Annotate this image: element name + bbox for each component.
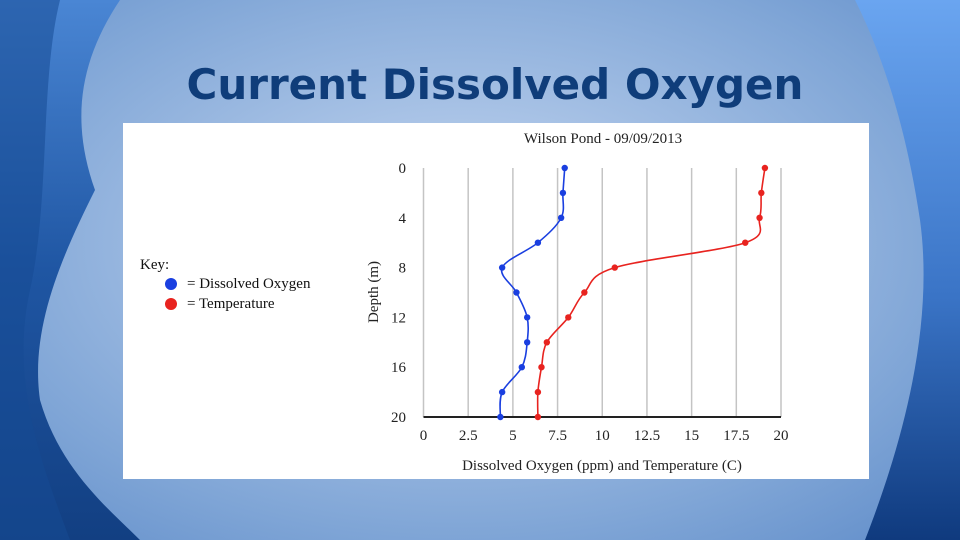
series-line <box>536 167 766 418</box>
key-label: = Dissolved Oxygen <box>187 275 311 292</box>
data-point <box>565 314 572 321</box>
slide-title: Current Dissolved Oxygen <box>186 60 804 109</box>
blue-dot-icon <box>165 278 177 290</box>
x-tick-label: 15 <box>684 428 699 444</box>
key-label: = Temperature <box>187 295 275 312</box>
data-point <box>513 289 520 296</box>
data-point <box>534 413 542 421</box>
data-point <box>756 214 763 221</box>
key-heading: Key: <box>140 257 170 273</box>
x-tick-label: 17.5 <box>723 428 749 444</box>
data-point <box>523 339 531 346</box>
data-point <box>538 364 545 371</box>
x-tick-label: 12.5 <box>634 428 660 444</box>
x-tick-label: 20 <box>774 428 789 444</box>
axes: 0 2.5 5 7.5 10 12.5 15 17.5 20 0 4 8 12 16 20 <box>391 161 789 444</box>
y-axis-label: Depth (m) <box>366 261 382 323</box>
y-tick-label: 0 <box>399 161 407 177</box>
data-point <box>557 214 565 221</box>
x-tick-label: 10 <box>595 428 610 444</box>
data-point <box>518 364 526 371</box>
y-tick-label: 4 <box>399 211 407 227</box>
chart-panel <box>123 123 869 479</box>
data-point <box>534 239 542 246</box>
data-point <box>534 388 542 396</box>
data-point <box>498 388 506 396</box>
x-tick-label: 7.5 <box>548 428 567 444</box>
data-series <box>497 164 769 421</box>
red-dot-icon <box>165 298 177 310</box>
x-axis-label: Dissolved Oxygen (ppm) and Temperature (… <box>462 458 742 474</box>
chart-key: Key: = Dissolved Oxygen = Temperature <box>140 257 310 314</box>
data-point <box>611 264 618 271</box>
data-point <box>581 289 588 296</box>
data-point <box>497 413 504 421</box>
y-tick-label: 12 <box>391 310 406 326</box>
y-tick-label: 16 <box>391 360 407 376</box>
data-point <box>543 339 551 346</box>
series-line <box>499 167 566 418</box>
data-point <box>758 189 765 197</box>
data-point <box>561 164 568 172</box>
x-tick-label: 0 <box>420 428 428 444</box>
data-point <box>559 189 567 197</box>
gridlines <box>422 168 782 417</box>
data-point <box>498 264 506 271</box>
data-point <box>761 164 769 172</box>
y-tick-label: 8 <box>399 261 407 277</box>
dissolved-oxygen-series <box>497 164 568 421</box>
y-tick-label: 20 <box>391 410 406 426</box>
x-tick-label: 5 <box>509 428 517 444</box>
x-tick-label: 2.5 <box>459 428 478 444</box>
chart-title: Wilson Pond - 09/09/2013 <box>523 131 683 147</box>
key-item-temperature: = Temperature <box>165 294 310 314</box>
key-item-dissolved-oxygen: = Dissolved Oxygen <box>165 274 310 294</box>
temperature-series <box>534 164 769 421</box>
data-point <box>742 239 749 246</box>
data-point <box>523 314 531 321</box>
